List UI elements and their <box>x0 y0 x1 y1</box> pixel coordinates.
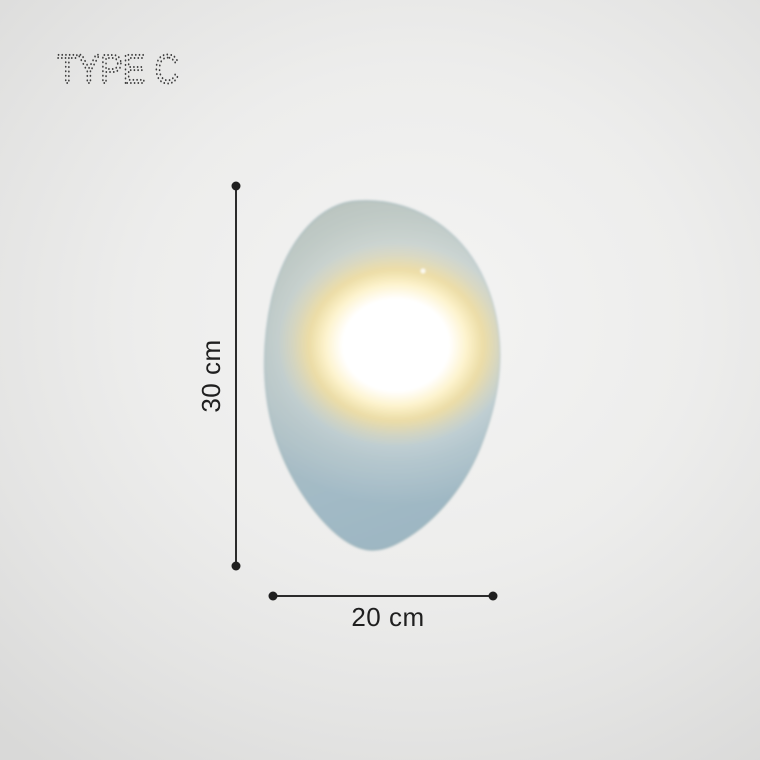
wall-lamp <box>263 199 501 552</box>
lamp-glow <box>278 243 500 447</box>
dimension-endpoint-dot <box>268 591 278 601</box>
dimension-endpoint-dot <box>488 591 498 601</box>
lamp-highlight-speck <box>420 268 426 274</box>
type-label: TYPE C <box>57 46 179 92</box>
height-dimension: 30 cm <box>196 181 241 571</box>
dimension-endpoint-dot <box>231 561 241 571</box>
height-label: 30 cm <box>196 339 226 412</box>
width-dimension: 20 cm <box>268 591 498 632</box>
width-label: 20 cm <box>351 602 424 632</box>
dimension-endpoint-dot <box>231 181 241 191</box>
